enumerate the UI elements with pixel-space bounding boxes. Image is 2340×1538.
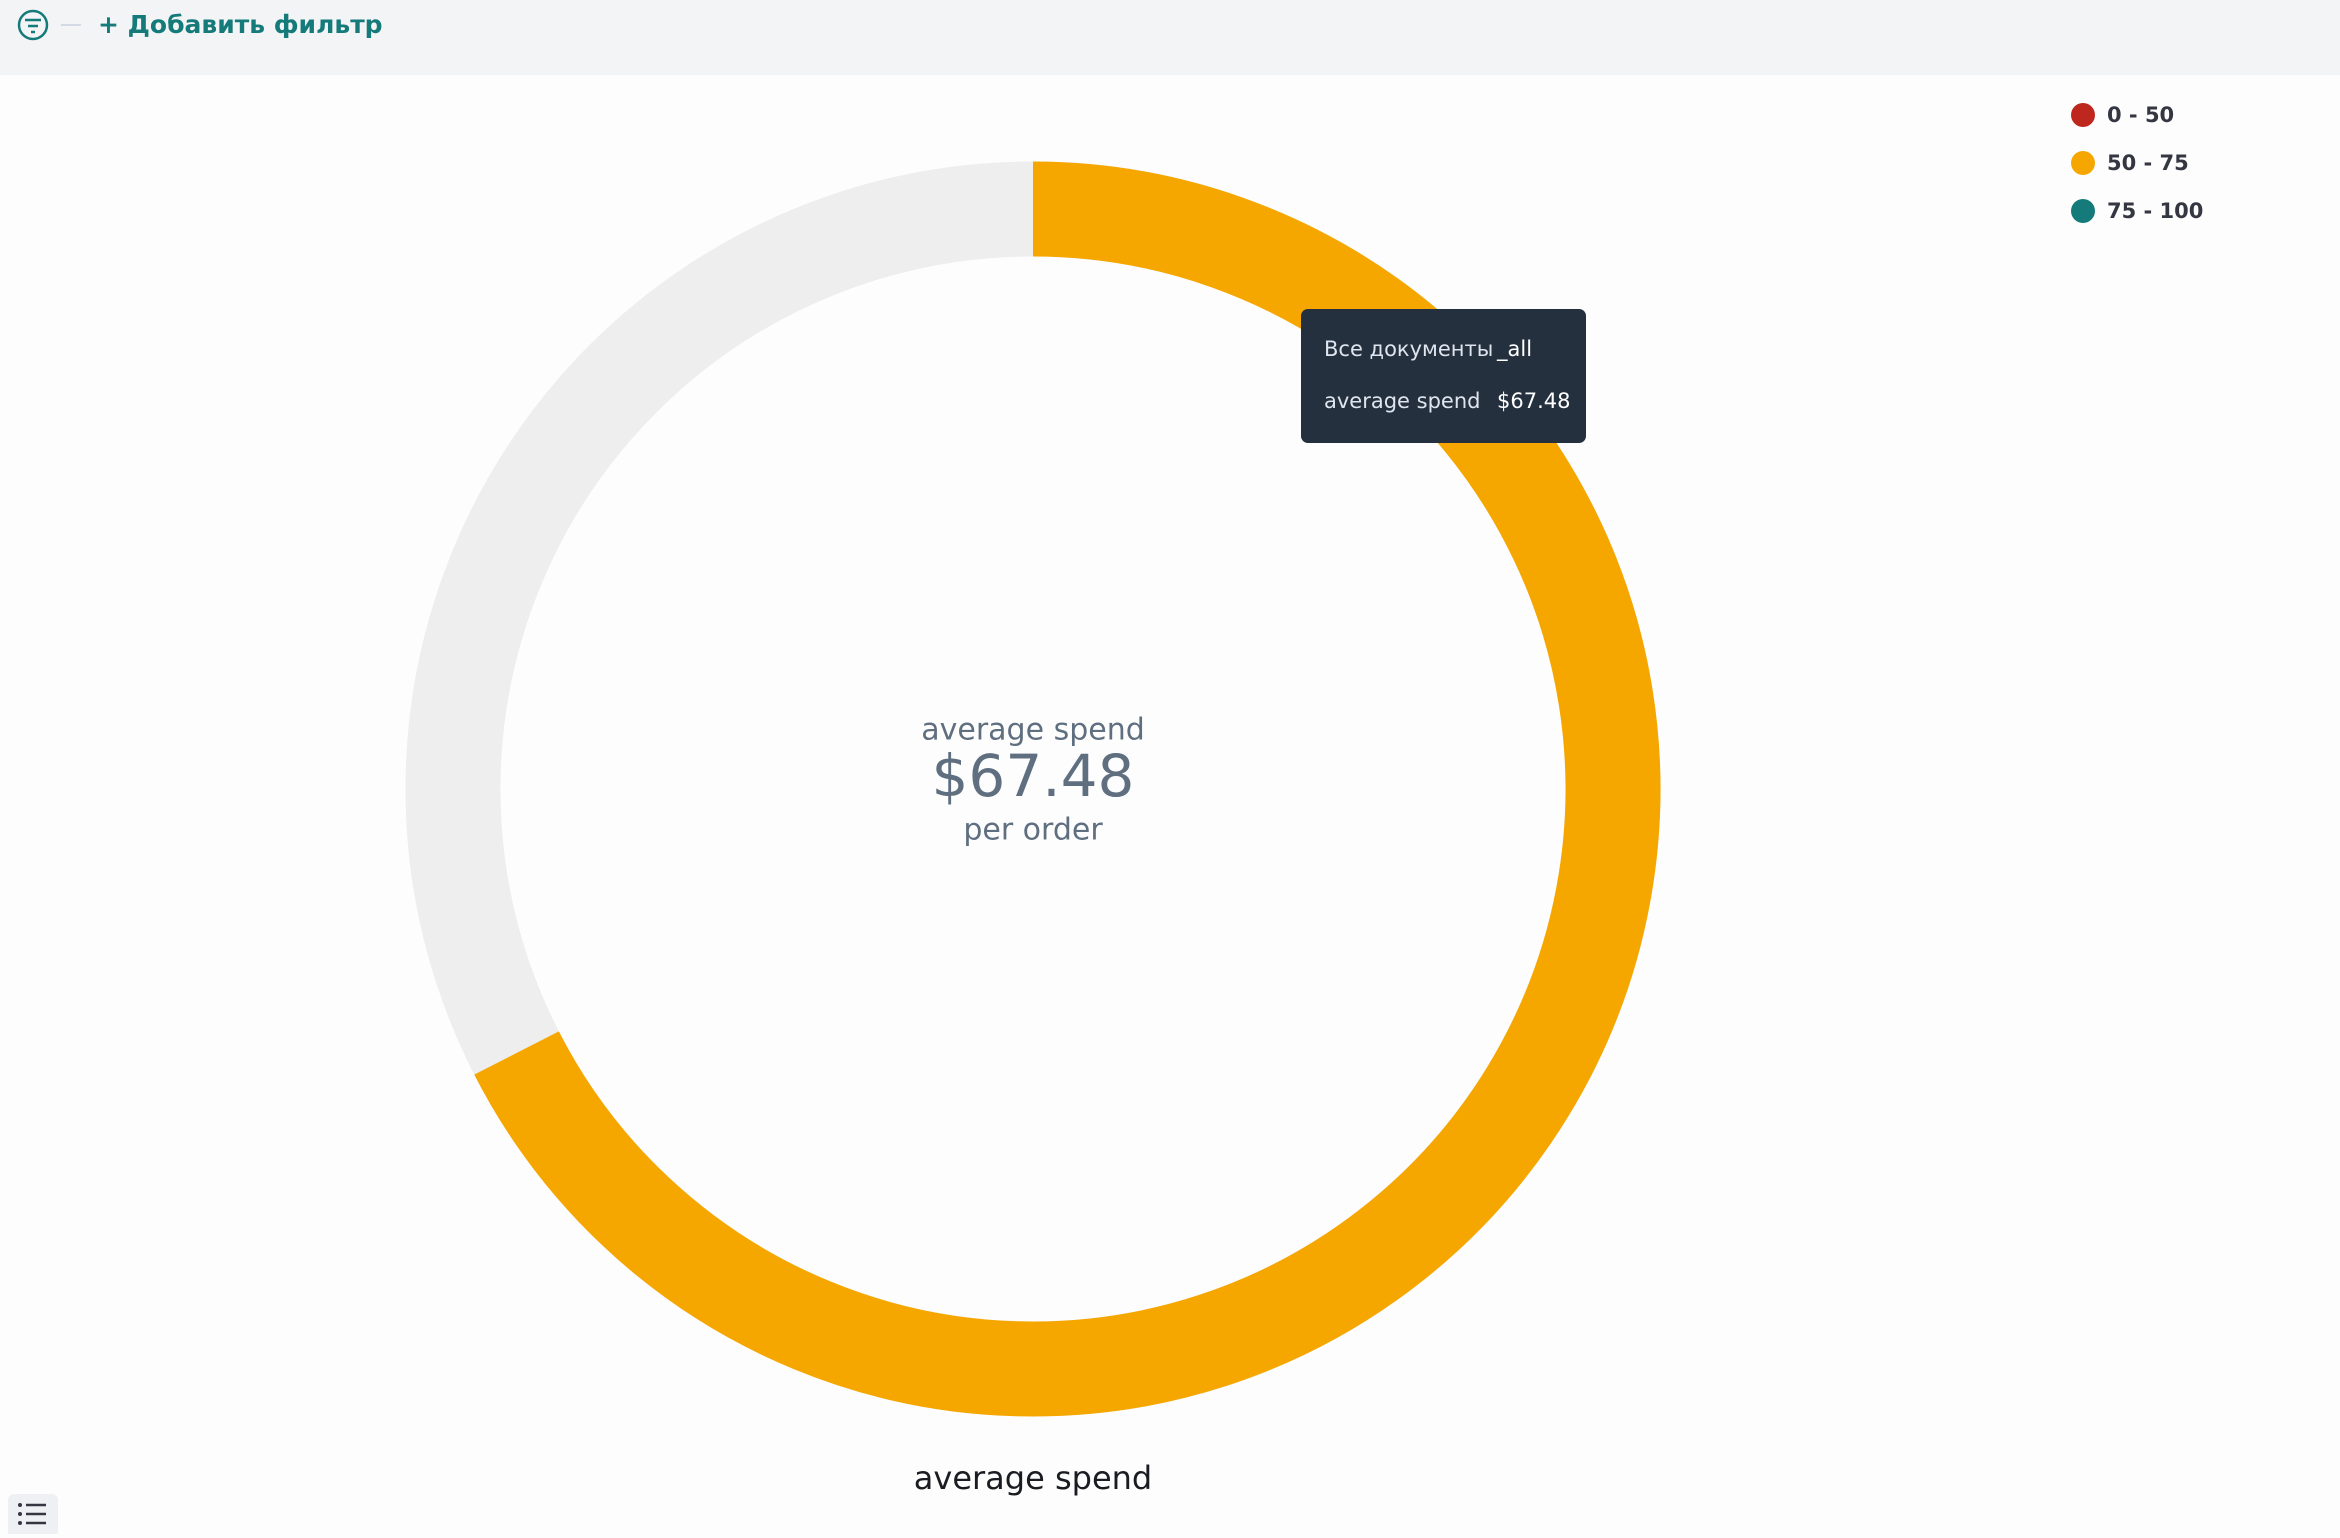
add-filter-button[interactable]: + Добавить фильтр bbox=[98, 10, 383, 39]
legend-dot bbox=[2071, 199, 2095, 223]
gauge-value: $67.48 bbox=[932, 742, 1135, 810]
legend-label: 0 - 50 bbox=[2107, 103, 2174, 127]
list-button[interactable] bbox=[8, 1494, 58, 1538]
gauge-sublabel: per order bbox=[963, 813, 1103, 848]
tooltip-box bbox=[1301, 309, 1586, 443]
legend-label: 50 - 75 bbox=[2107, 151, 2189, 175]
gauge-bottom-label: average spend bbox=[914, 1459, 1152, 1497]
legend: 0 - 50 50 - 75 75 - 100 bbox=[2071, 103, 2203, 223]
legend-label: 75 - 100 bbox=[2107, 199, 2203, 223]
gauge-label: average spend bbox=[921, 713, 1145, 748]
legend-dot bbox=[2071, 103, 2095, 127]
legend-dot bbox=[2071, 151, 2095, 175]
filter-icon[interactable] bbox=[17, 9, 49, 41]
tooltip-key: average spend bbox=[1324, 389, 1480, 413]
filter-bar bbox=[0, 0, 2340, 75]
tooltip-key: Все документы bbox=[1324, 337, 1493, 361]
tooltip-value: $67.48 bbox=[1497, 389, 1570, 413]
tooltip-value: _all bbox=[1496, 337, 1532, 362]
